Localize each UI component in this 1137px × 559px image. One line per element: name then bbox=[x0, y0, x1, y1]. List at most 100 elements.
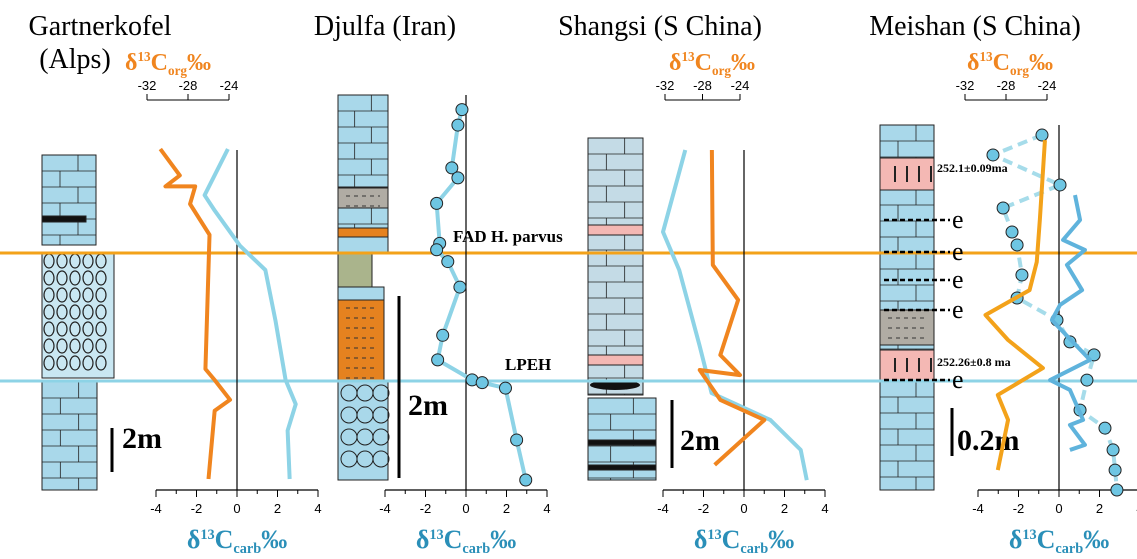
panel-subtitle: (Alps) bbox=[39, 44, 111, 75]
label-part: δ bbox=[1009, 525, 1023, 554]
scale-label: 2m bbox=[680, 424, 720, 457]
x2-tick-label: -28 bbox=[997, 78, 1016, 93]
label-part: ‰ bbox=[1083, 525, 1109, 554]
label-part: ‰ bbox=[490, 525, 516, 554]
label-part: org bbox=[1010, 63, 1029, 78]
carb-point bbox=[476, 377, 488, 389]
x-tick-label: 2 bbox=[503, 501, 510, 516]
label-part: carb bbox=[462, 541, 490, 557]
label-part: 13 bbox=[429, 527, 443, 543]
fad-label: FAD H. parvus bbox=[453, 227, 563, 246]
x2-tick-label: -24 bbox=[731, 78, 750, 93]
carb-point bbox=[1081, 374, 1093, 386]
bed bbox=[338, 237, 388, 253]
label-part: C bbox=[1037, 525, 1056, 554]
bed bbox=[338, 253, 372, 287]
label-part: δ bbox=[669, 50, 681, 76]
axis-label: δ13Ccarb‰ bbox=[1009, 525, 1109, 557]
label-part: δ bbox=[416, 525, 430, 554]
bed bbox=[42, 216, 86, 222]
bed bbox=[338, 382, 388, 480]
axis-label: δ13Corg‰ bbox=[669, 49, 755, 78]
event-label: e bbox=[952, 295, 964, 324]
x2-tick-label: -32 bbox=[138, 78, 157, 93]
label-part: 13 bbox=[137, 49, 151, 64]
bed bbox=[338, 208, 388, 228]
columns bbox=[42, 95, 934, 490]
x-tick-label: 0 bbox=[740, 501, 747, 516]
event-label: e bbox=[952, 365, 964, 394]
event-label: e bbox=[952, 237, 964, 266]
carb-point bbox=[1109, 464, 1121, 476]
bed bbox=[338, 300, 384, 380]
label-part: C bbox=[215, 525, 234, 554]
label-part: org bbox=[168, 63, 187, 78]
axis-label: δ13Corg‰ bbox=[125, 49, 211, 78]
x-tick-label: 4 bbox=[821, 501, 828, 516]
label-part: δ bbox=[694, 525, 708, 554]
axis-label: δ13Ccarb‰ bbox=[416, 525, 516, 557]
label-part: δ bbox=[967, 50, 979, 76]
date-label: 252.1±0.09ma bbox=[937, 161, 1008, 175]
carb-point bbox=[432, 354, 444, 366]
carb-point bbox=[987, 149, 999, 161]
carb-point bbox=[452, 119, 464, 131]
label-part: ‰ bbox=[261, 525, 287, 554]
carb-point bbox=[1107, 444, 1119, 456]
carb-point bbox=[1036, 129, 1048, 141]
carb-point bbox=[456, 104, 468, 116]
bed bbox=[588, 440, 656, 445]
panel-title: Shangsi (S China) bbox=[558, 11, 762, 42]
x-tick-label: -2 bbox=[1013, 501, 1025, 516]
org-curve bbox=[700, 150, 765, 465]
panel-title: Meishan (S China) bbox=[869, 11, 1081, 42]
x2-tick-label: -24 bbox=[220, 78, 239, 93]
x2-tick-label: -32 bbox=[956, 78, 975, 93]
carb-point bbox=[1016, 269, 1028, 281]
bed bbox=[42, 155, 96, 245]
label-part: ‰ bbox=[1029, 50, 1053, 76]
carb-point bbox=[511, 434, 523, 446]
carb-point bbox=[452, 172, 464, 184]
carb-point bbox=[1111, 484, 1123, 496]
lpeh-label: LPEH bbox=[505, 355, 551, 374]
x-tick-label: 0 bbox=[233, 501, 240, 516]
x-tick-label: 2 bbox=[274, 501, 281, 516]
label-part: 13 bbox=[707, 527, 721, 543]
bed bbox=[588, 225, 643, 235]
panel-title: Djulfa (Iran) bbox=[314, 11, 456, 42]
scale-label: 2m bbox=[408, 389, 448, 422]
x-tick-label: -4 bbox=[150, 501, 162, 516]
carb-point bbox=[1006, 226, 1018, 238]
label-part: C bbox=[695, 50, 712, 76]
date-label: 252.26±0.8 ma bbox=[937, 355, 1011, 369]
x-tick-label: -2 bbox=[698, 501, 710, 516]
label-part: ‰ bbox=[187, 50, 211, 76]
x-tick-label: 4 bbox=[543, 501, 550, 516]
bed bbox=[588, 465, 656, 470]
label-part: C bbox=[444, 525, 463, 554]
figure: FAD H. parvus LPEH Gartnerkofel(Alps)-4-… bbox=[0, 0, 1137, 559]
x-tick-label: 0 bbox=[1055, 501, 1062, 516]
bed bbox=[338, 95, 388, 187]
carb-curve bbox=[205, 149, 296, 479]
label-part: carb bbox=[233, 541, 261, 557]
scale-label: 2m bbox=[122, 422, 162, 455]
label-part: C bbox=[722, 525, 741, 554]
label-part: ‰ bbox=[768, 525, 794, 554]
carb-point bbox=[520, 474, 532, 486]
label-part: 13 bbox=[681, 49, 695, 64]
scale-label: 0.2m bbox=[957, 424, 1020, 457]
label-part: 13 bbox=[200, 527, 214, 543]
bed bbox=[588, 355, 643, 365]
carb-point bbox=[1011, 239, 1023, 251]
label-part: carb bbox=[740, 541, 768, 557]
x-tick-label: -4 bbox=[972, 501, 984, 516]
x-tick-label: -4 bbox=[657, 501, 669, 516]
carb-point bbox=[454, 281, 466, 293]
bed bbox=[338, 287, 384, 300]
org-curve bbox=[160, 149, 230, 479]
x-tick-label: 4 bbox=[314, 501, 321, 516]
label-part: δ bbox=[187, 525, 201, 554]
carb-point bbox=[997, 202, 1009, 214]
